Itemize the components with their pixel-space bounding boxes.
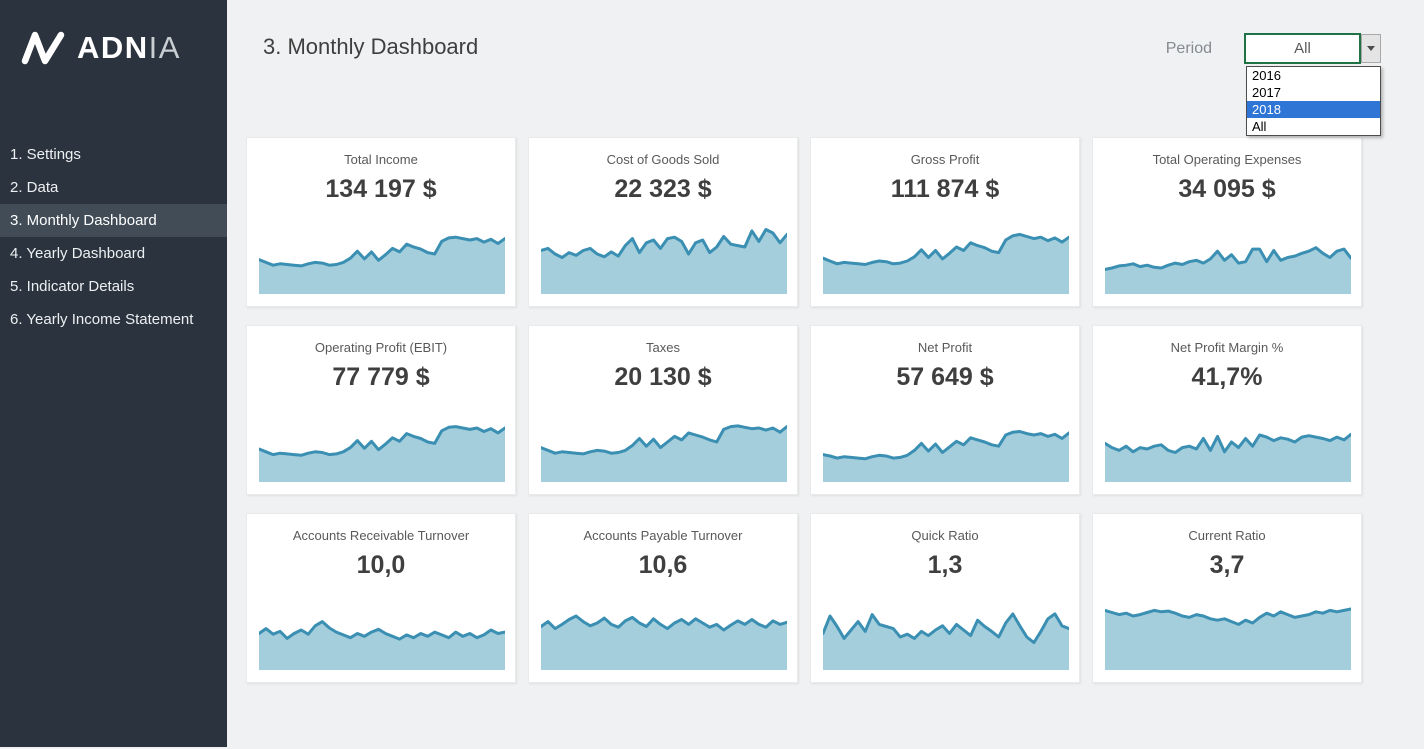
kpi-title: Total Income: [344, 152, 418, 167]
kpi-sparkline: [1105, 216, 1351, 294]
kpi-value: 22 323 $: [614, 175, 712, 203]
kpi-card: Operating Profit (EBIT) 77 779 $: [246, 325, 516, 495]
kpi-sparkline: [259, 592, 505, 670]
kpi-title: Accounts Payable Turnover: [583, 528, 743, 543]
sidebar-nav: 1. Settings 2. Data 3. Monthly Dashboard 4.…: [0, 138, 227, 336]
kpi-sparkline: [541, 404, 787, 482]
adnia-logo-icon: [21, 31, 65, 65]
sidebar: ADNIA 1. Settings 2. Data 3. Monthly Dashb…: [0, 0, 227, 747]
period-dropdown-button[interactable]: [1361, 34, 1381, 63]
kpi-sparkline: [259, 404, 505, 482]
kpi-value: 111 874 $: [890, 175, 1000, 203]
period-option-2018[interactable]: 2018: [1247, 101, 1380, 118]
kpi-sparkline: [823, 592, 1069, 670]
kpi-title: Net Profit Margin %: [1170, 340, 1284, 355]
period-label: Period: [1165, 39, 1212, 57]
kpi-title: Net Profit: [917, 340, 973, 355]
kpi-title: Taxes: [646, 340, 680, 355]
chevron-down-icon: [1367, 46, 1375, 51]
kpi-card: Total Income 134 197 $: [246, 137, 516, 307]
kpi-sparkline: [1105, 404, 1351, 482]
kpi-card: Quick Ratio 1,3: [810, 513, 1080, 683]
cards-grid: Total Income 134 197 $ Cost of Goods Sold 2…: [246, 137, 1362, 683]
sidebar-item-2[interactable]: 2. Data: [10, 179, 59, 196]
period-combobox: All 2016 2017 2018 All: [1244, 33, 1381, 136]
kpi-sparkline: [823, 216, 1069, 294]
brand-text-bold: ADN: [77, 30, 149, 65]
sidebar-item-4[interactable]: 4. Yearly Dashboard: [10, 245, 146, 262]
kpi-sparkline: [1105, 592, 1351, 670]
kpi-sparkline: [541, 592, 787, 670]
brand-text: ADNIA: [77, 30, 181, 66]
brand: ADNIA: [20, 28, 227, 68]
sidebar-item-6[interactable]: 6. Yearly Income Statement: [10, 311, 194, 328]
kpi-title: Quick Ratio: [911, 528, 979, 543]
period-option-2017[interactable]: 2017: [1252, 85, 1281, 100]
kpi-sparkline: [541, 216, 787, 294]
period-option-all[interactable]: All: [1252, 119, 1267, 134]
period-dropdown-list: 2016 2017 2018 All: [1246, 66, 1381, 136]
kpi-sparkline: [259, 216, 505, 294]
kpi-sparkline: [823, 404, 1069, 482]
brand-text-light: IA: [148, 30, 181, 65]
kpi-card: Current Ratio 3,7: [1092, 513, 1362, 683]
kpi-card: Net Profit 57 649 $: [810, 325, 1080, 495]
period-selected-cell[interactable]: All: [1244, 33, 1361, 64]
kpi-value: 134 197 $: [325, 175, 437, 203]
kpi-card: Taxes 20 130 $: [528, 325, 798, 495]
kpi-title: Operating Profit (EBIT): [314, 340, 448, 355]
kpi-value: 34 095 $: [1178, 175, 1276, 203]
kpi-value: 3,7: [1209, 551, 1245, 579]
kpi-value: 77 779 $: [332, 363, 430, 391]
kpi-value: 20 130 $: [614, 363, 712, 391]
kpi-value: 41,7%: [1191, 363, 1263, 391]
kpi-title: Gross Profit: [910, 152, 980, 167]
kpi-title: Current Ratio: [1188, 528, 1266, 543]
kpi-card: Cost of Goods Sold 22 323 $: [528, 137, 798, 307]
kpi-card: Total Operating Expenses 34 095 $: [1092, 137, 1362, 307]
sidebar-item-1[interactable]: 1. Settings: [10, 146, 81, 163]
kpi-value: 57 649 $: [896, 363, 994, 391]
kpi-value: 10,0: [356, 551, 406, 579]
page-title: 3. Monthly Dashboard: [263, 34, 479, 59]
kpi-title: Accounts Receivable Turnover: [292, 528, 470, 543]
kpi-card: Gross Profit 111 874 $: [810, 137, 1080, 307]
kpi-card: Accounts Payable Turnover 10,6: [528, 513, 798, 683]
kpi-value: 1,3: [927, 551, 963, 579]
kpi-card: Net Profit Margin % 41,7%: [1092, 325, 1362, 495]
kpi-title: Cost of Goods Sold: [606, 152, 720, 167]
period-control: Period All 2016 2017 2018 All: [1165, 33, 1381, 136]
sidebar-item-5[interactable]: 5. Indicator Details: [10, 278, 135, 295]
kpi-value: 10,6: [638, 551, 688, 579]
kpi-title: Total Operating Expenses: [1152, 152, 1302, 167]
period-option-2016[interactable]: 2016: [1252, 68, 1281, 83]
kpi-card: Accounts Receivable Turnover 10,0: [246, 513, 516, 683]
sidebar-item-3[interactable]: 3. Monthly Dashboard: [0, 204, 227, 237]
